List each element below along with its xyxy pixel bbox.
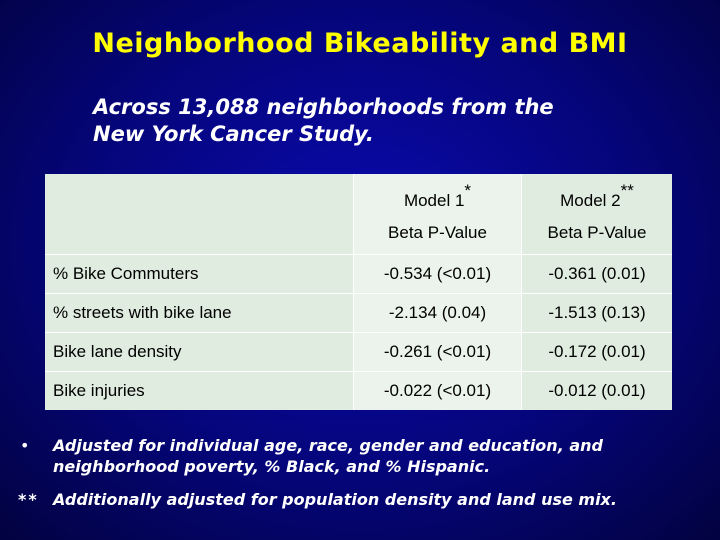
footnote-1-line: Adjusted for individual age, race, gende… (53, 436, 603, 455)
row-label: % Bike Commuters (45, 253, 354, 293)
table-header-row: Model 1* Beta P-Value Model 2** Beta P-V… (45, 174, 672, 254)
model-1-label: Model 1 (403, 190, 465, 210)
table-row: Bike injuries -0.022 (<0.01) -0.012 (0.0… (45, 370, 672, 410)
model-2-value: -0.172 (0.01) (521, 331, 672, 371)
model-2-value: -0.012 (0.01) (521, 370, 672, 410)
bullet-marker: • (20, 436, 30, 455)
model-2-superscript: ** (620, 180, 634, 200)
results-table: Model 1* Beta P-Value Model 2** Beta P-V… (45, 174, 672, 410)
model-1-value: -0.022 (<0.01) (353, 370, 522, 410)
model-1-stat-label: Beta P-Value (388, 222, 487, 242)
subtitle-line: New York Cancer Study. (93, 122, 374, 146)
model-1-superscript: * (464, 180, 472, 200)
row-label: Bike injuries (45, 370, 354, 410)
footnote-2-line: Additionally adjusted for population den… (53, 490, 617, 509)
header-model-2: Model 2** Beta P-Value (521, 174, 672, 254)
model-1-value: -0.534 (<0.01) (353, 253, 522, 293)
header-blank-cell (45, 174, 354, 254)
model-2-stat-label: Beta P-Value (547, 222, 647, 242)
slide-title: Neighborhood Bikeability and BMI (92, 28, 628, 59)
model-2-label: Model 2 (560, 190, 621, 210)
double-asterisk-marker: ** (18, 490, 39, 509)
model-2-value: -0.361 (0.01) (521, 253, 672, 293)
row-label: % streets with bike lane (45, 292, 354, 332)
table-row: % streets with bike lane -2.134 (0.04) -… (45, 292, 672, 332)
subtitle-line: Across 13,088 neighborhoods from the (93, 95, 554, 119)
header-model-1: Model 1* Beta P-Value (353, 174, 522, 254)
slide-subtitle: Across 13,088 neighborhoods from the New… (93, 94, 653, 148)
table-row: % Bike Commuters -0.534 (<0.01) -0.361 (… (45, 253, 672, 293)
model-1-value: -2.134 (0.04) (353, 292, 522, 332)
table-row: Bike lane density -0.261 (<0.01) -0.172 … (45, 331, 672, 371)
row-label: Bike lane density (45, 331, 354, 371)
model-2-value: -1.513 (0.13) (521, 292, 672, 332)
footnote-1-line: neighborhood poverty, % Black, and % His… (53, 457, 491, 476)
model-1-value: -0.261 (<0.01) (353, 331, 522, 371)
